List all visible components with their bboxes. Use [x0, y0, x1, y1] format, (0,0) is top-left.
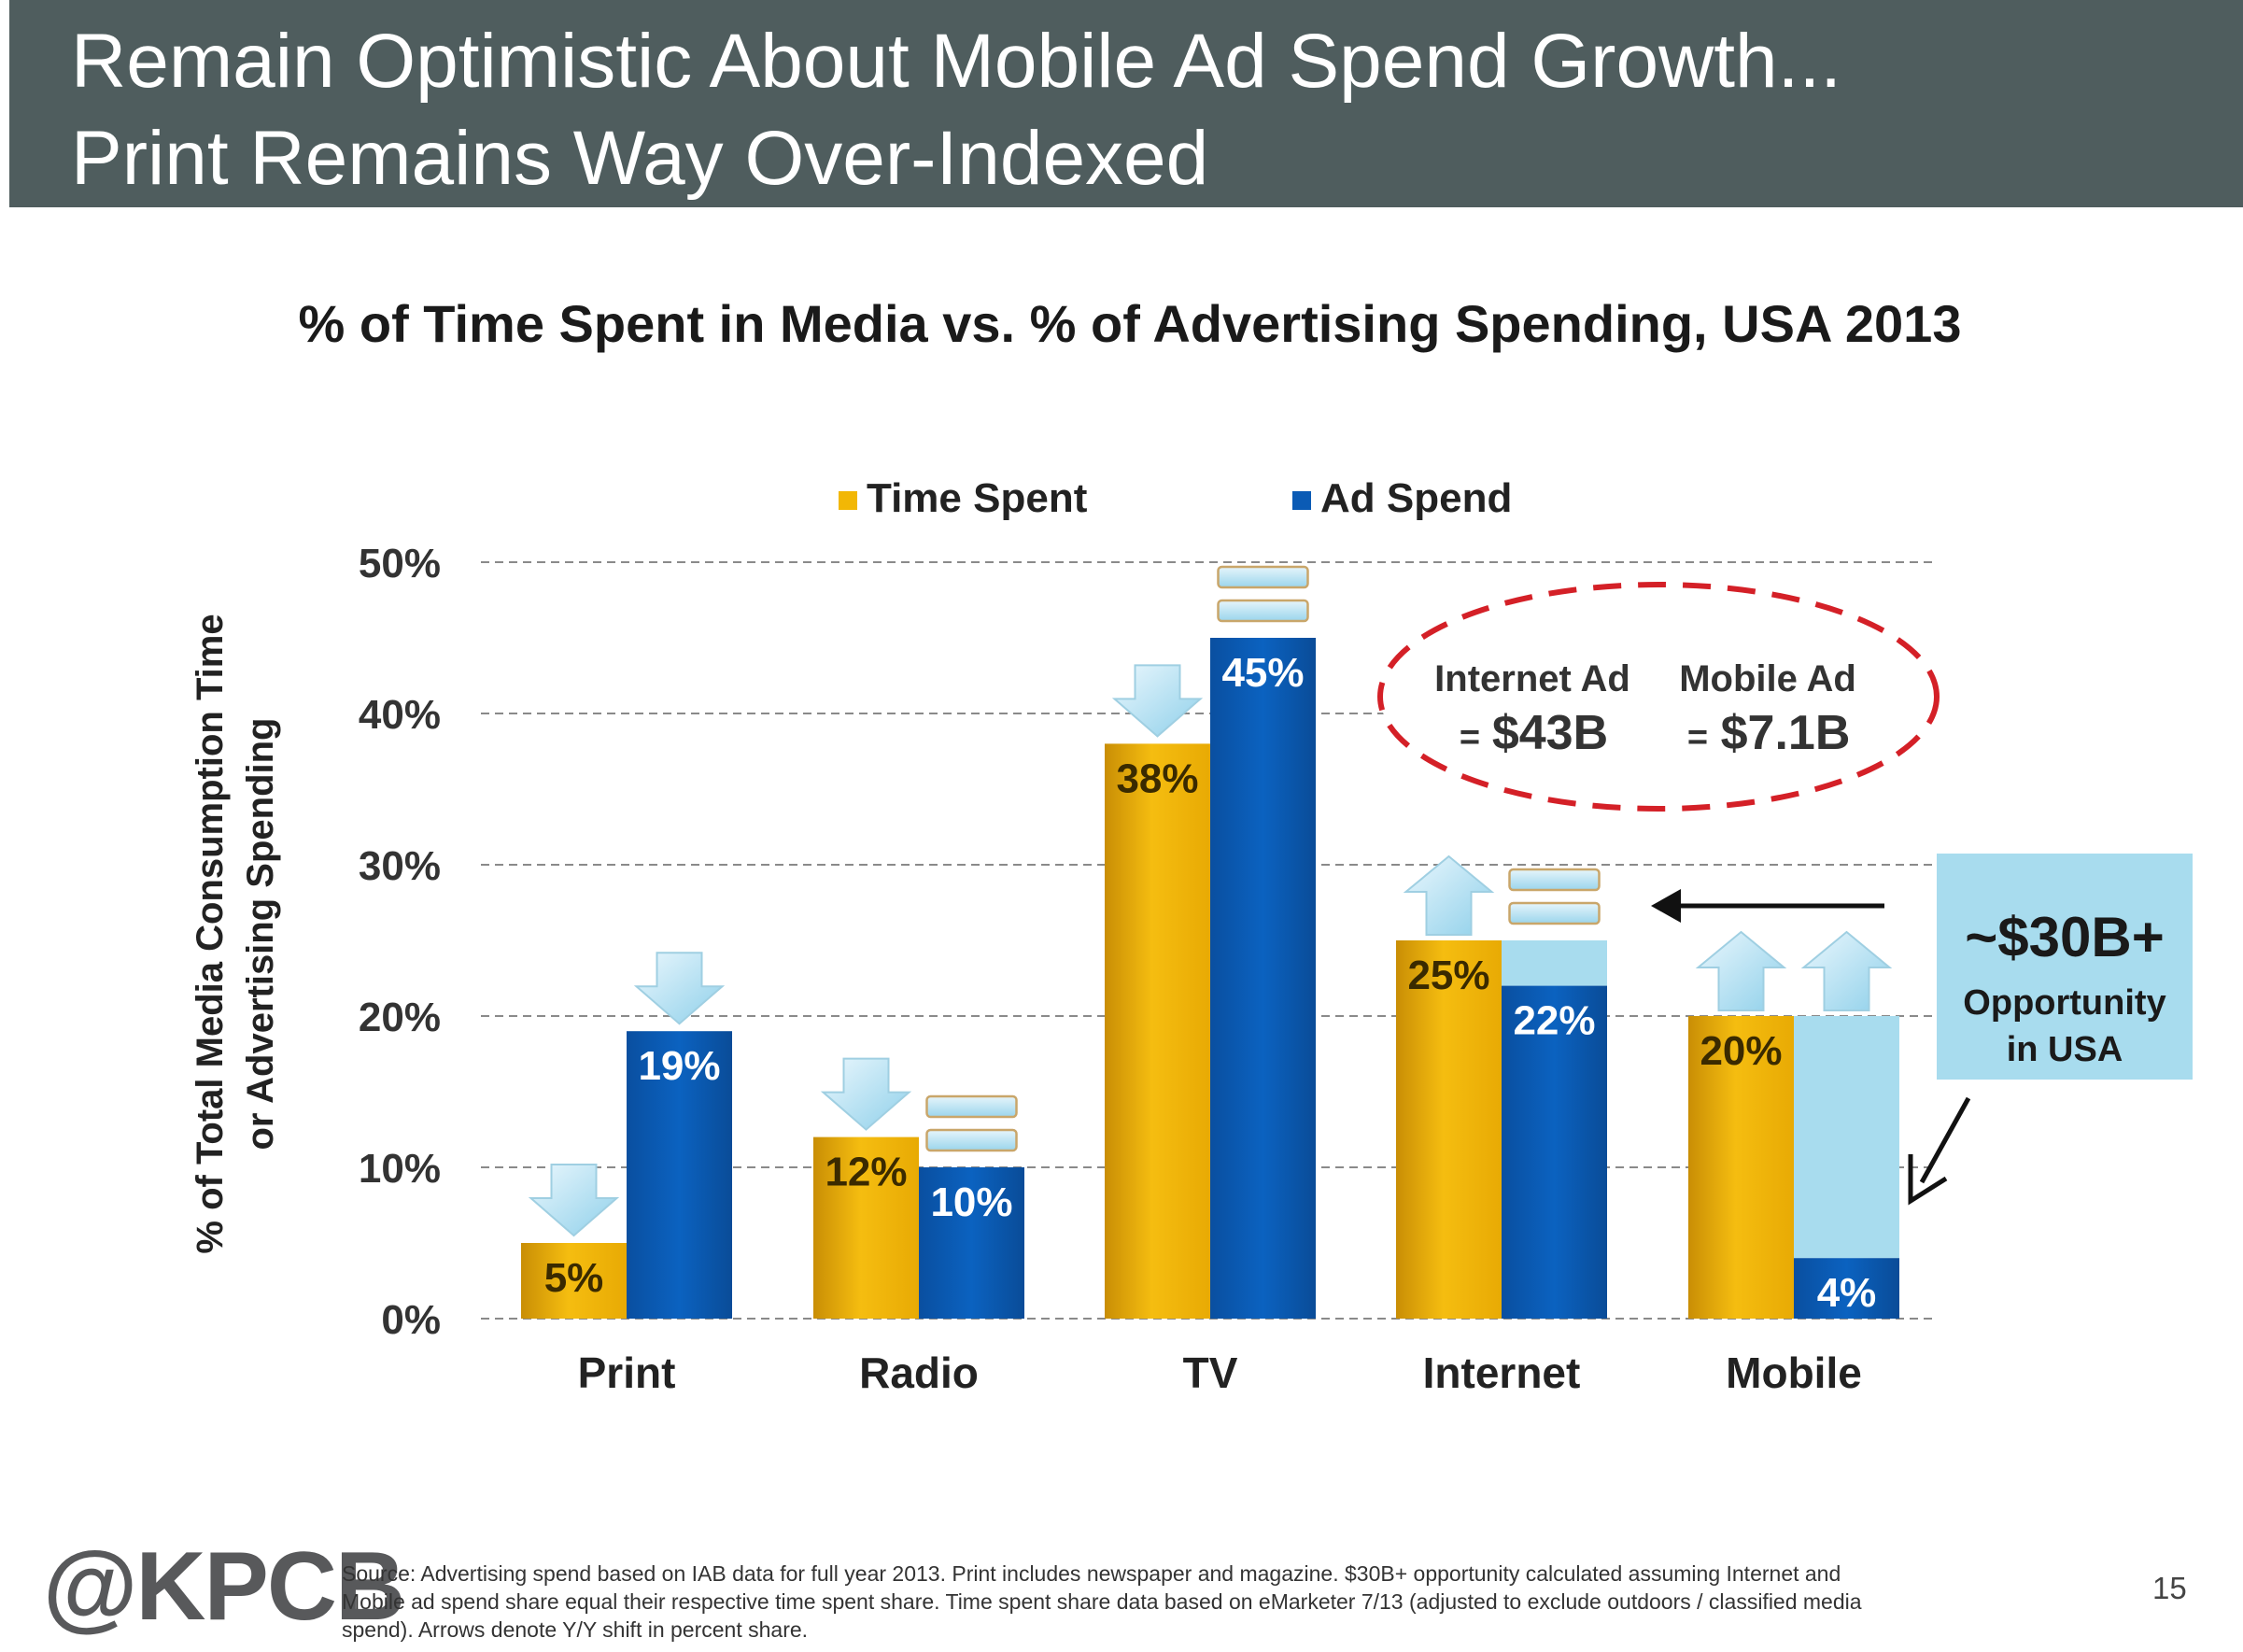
- ad-spend-value-label: 4%: [1817, 1270, 1877, 1316]
- opportunity-label-line-2: in USA: [2007, 1030, 2123, 1069]
- legend-swatch-ad-spend: [1292, 491, 1311, 510]
- slide-title-line-1: Remain Optimistic About Mobile Ad Spend …: [71, 19, 1842, 104]
- internet-ad-label: Internet Ad: [1434, 658, 1630, 699]
- ad-spend-value-label: 10%: [930, 1179, 1012, 1225]
- mobile-ad-value: $7.1B: [1721, 706, 1851, 760]
- source-line-3: spend). Arrows denote Y/Y shift in perce…: [342, 1617, 809, 1642]
- pointer-arrowhead-icon: [1651, 889, 1681, 923]
- internet-ad-value: $43B: [1492, 706, 1608, 760]
- opportunity-gap-bar: [1794, 1016, 1899, 1259]
- source-line-1: Source: Advertising spend based on IAB d…: [342, 1561, 1841, 1586]
- up-arrow-icon: [1800, 930, 1893, 1011]
- equal-sign-icon: [925, 1094, 1018, 1119]
- equals-sign: =: [1687, 718, 1708, 757]
- y-axis-label: or Advertising Spending: [240, 718, 281, 1151]
- ad-spend-bar: [1210, 638, 1316, 1319]
- opportunity-label-line-1: Opportunity: [1963, 983, 2165, 1023]
- time-spent-value-label: 38%: [1116, 755, 1198, 801]
- up-arrow-icon: [1403, 854, 1495, 936]
- time-spent-value-label: 25%: [1407, 953, 1489, 998]
- time-spent-value-label: 20%: [1700, 1028, 1782, 1074]
- source-line-2: Mobile ad spend share equal their respec…: [342, 1589, 1862, 1614]
- time-spent-bar: [1396, 940, 1502, 1319]
- opportunity-callout-box: [1937, 854, 2193, 1080]
- equal-sign-icon: [1508, 868, 1601, 892]
- ad-spend-value-label: 19%: [638, 1043, 720, 1089]
- pointer-arrowhead-icon: [1908, 1154, 1948, 1206]
- page-number: 15: [2152, 1571, 2187, 1605]
- y-tick-label: 10%: [359, 1146, 441, 1192]
- bar-chart: 0% 10% 20% 30% 40% 50% % of Total Media Consum…: [190, 475, 2193, 1397]
- up-arrow-icon: [1695, 930, 1787, 1011]
- source-note: Source: Advertising spend based on IAB d…: [342, 1560, 2116, 1644]
- time-spent-bar: [1688, 1016, 1794, 1319]
- kpcb-logo: @KPCB: [43, 1532, 405, 1641]
- pointer-arrow-line: [1919, 1096, 1971, 1184]
- ad-spend-bar: [1502, 985, 1607, 1319]
- equal-sign-icon: [1508, 901, 1601, 925]
- x-category-label: Mobile: [1726, 1348, 1862, 1397]
- y-tick-label: 40%: [359, 692, 441, 738]
- time-spent-value-label: 12%: [825, 1150, 907, 1195]
- legend-swatch-time-spent: [839, 491, 857, 510]
- equal-sign-icon: [1217, 599, 1309, 623]
- chart-title: % of Time Spent in Media vs. % of Advert…: [298, 294, 1962, 353]
- highlight-ellipse: [1377, 582, 1940, 812]
- ad-spend-bar: [627, 1031, 732, 1319]
- legend-label-time-spent: Time Spent: [867, 475, 1088, 521]
- ad-spend-bar: [1794, 1258, 1899, 1319]
- x-category-label: Print: [578, 1348, 676, 1397]
- equal-sign-icon: [925, 1128, 1018, 1152]
- x-category-label: Internet: [1423, 1348, 1581, 1397]
- down-arrow-icon: [820, 1057, 912, 1131]
- legend-label-ad-spend: Ad Spend: [1320, 475, 1512, 521]
- slide-title-line-2: Print Remains Way Over-Indexed: [71, 116, 1209, 201]
- y-tick-label: 20%: [359, 995, 441, 1040]
- equal-sign-icon: [1217, 565, 1309, 589]
- y-axis-label: % of Total Media Consumption Time: [190, 614, 231, 1253]
- ad-spend-value-label: 45%: [1221, 650, 1304, 696]
- y-tick-label: 50%: [359, 541, 441, 586]
- time-spent-bar: [813, 1137, 919, 1319]
- time-spent-bar: [521, 1243, 627, 1319]
- ad-spend-bar: [919, 1167, 1024, 1319]
- opportunity-gap-bar: [1502, 940, 1607, 986]
- y-tick-label: 0%: [381, 1297, 441, 1343]
- mobile-ad-label: Mobile Ad: [1679, 658, 1856, 699]
- down-arrow-icon: [528, 1164, 620, 1237]
- x-category-label: TV: [1183, 1348, 1238, 1397]
- down-arrow-icon: [633, 952, 726, 1025]
- time-spent-value-label: 5%: [544, 1255, 604, 1301]
- equals-sign: =: [1460, 718, 1480, 757]
- down-arrow-icon: [1111, 664, 1204, 738]
- y-tick-label: 30%: [359, 843, 441, 889]
- opportunity-value: ~$30B+: [1965, 906, 2165, 968]
- slide-header: Remain Optimistic About Mobile Ad Spend …: [9, 0, 2243, 207]
- time-spent-bar: [1105, 743, 1210, 1319]
- x-category-label: Radio: [859, 1348, 979, 1397]
- ad-spend-value-label: 22%: [1513, 998, 1595, 1044]
